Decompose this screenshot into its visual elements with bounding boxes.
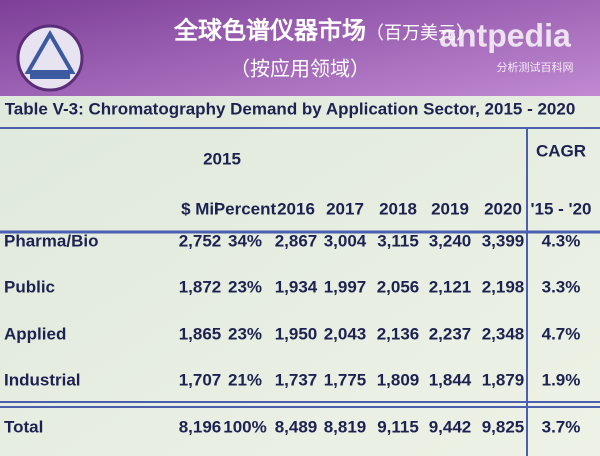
cell: 1.9% [542, 370, 581, 389]
cell: 1,879 [482, 370, 525, 389]
column-header: 2019 [431, 199, 469, 218]
column-header: '15 - '20 [530, 199, 591, 218]
column-header: $ Mil [181, 199, 219, 218]
cell: 3,240 [429, 231, 472, 250]
cell: 1,865 [179, 324, 222, 343]
header-top: 2015 [203, 149, 241, 168]
column-header: 2017 [326, 199, 364, 218]
cell: 4.7% [542, 324, 581, 343]
column-header: 2016 [277, 199, 315, 218]
header-title: 全球色谱仪器市场 [173, 16, 366, 44]
row-label: Total [4, 417, 43, 436]
cell: 23% [228, 324, 262, 343]
cell: 34% [228, 231, 262, 250]
cell: 1,809 [377, 370, 420, 389]
cell: 2,136 [377, 324, 420, 343]
cell: 3.7% [542, 417, 581, 436]
header-band [0, 0, 600, 110]
cell: 2,348 [482, 324, 525, 343]
cell: 8,196 [179, 417, 222, 436]
cell: 1,737 [275, 370, 318, 389]
cell: 2,043 [324, 324, 367, 343]
cell: 23% [228, 277, 262, 296]
cell: 1,934 [275, 277, 318, 296]
cell: 100% [223, 417, 266, 436]
header-top: CAGR [536, 141, 586, 160]
table-area [0, 96, 600, 456]
cell: 2,867 [275, 231, 318, 250]
cell: 9,115 [377, 417, 419, 436]
cell: 3,115 [377, 231, 419, 250]
cell: 2,056 [377, 277, 420, 296]
row-label: Industrial [4, 370, 81, 389]
row-label: Pharma/Bio [4, 231, 98, 250]
cell: 9,442 [429, 417, 472, 436]
cell: 4.3% [542, 231, 581, 250]
cell: 2,752 [179, 231, 222, 250]
cell: 8,489 [275, 417, 318, 436]
cell: 2,198 [482, 277, 525, 296]
watermark-tagline: 分析测试百科网 [497, 60, 574, 74]
cell: 1,997 [324, 277, 367, 296]
cell: 9,825 [482, 417, 525, 436]
cell: 1,872 [179, 277, 222, 296]
row-label: Public [4, 277, 55, 296]
column-header: 2020 [484, 199, 522, 218]
cell: 2,121 [429, 277, 472, 296]
cell: 1,775 [324, 370, 367, 389]
cell: 3,004 [324, 231, 367, 250]
table-title: Table V-3: Chromatography Demand by Appl… [5, 99, 576, 118]
cell: 2,237 [429, 324, 472, 343]
logo [16, 24, 84, 92]
cell: 3,399 [482, 231, 525, 250]
header-subtitle: （按应用领域） [230, 57, 370, 80]
cell: 8,819 [324, 417, 367, 436]
cell: 1,707 [179, 370, 222, 389]
cell: 1,950 [275, 324, 318, 343]
header-unit: （百万美元） [366, 23, 474, 43]
column-header: 2018 [379, 199, 417, 218]
cell: 3.3% [542, 277, 581, 296]
watermark-name: antpedia [439, 17, 571, 53]
cell: 1,844 [429, 370, 472, 389]
row-label: Applied [4, 324, 66, 343]
cell: 21% [228, 370, 262, 389]
column-header: Percent [214, 199, 277, 218]
